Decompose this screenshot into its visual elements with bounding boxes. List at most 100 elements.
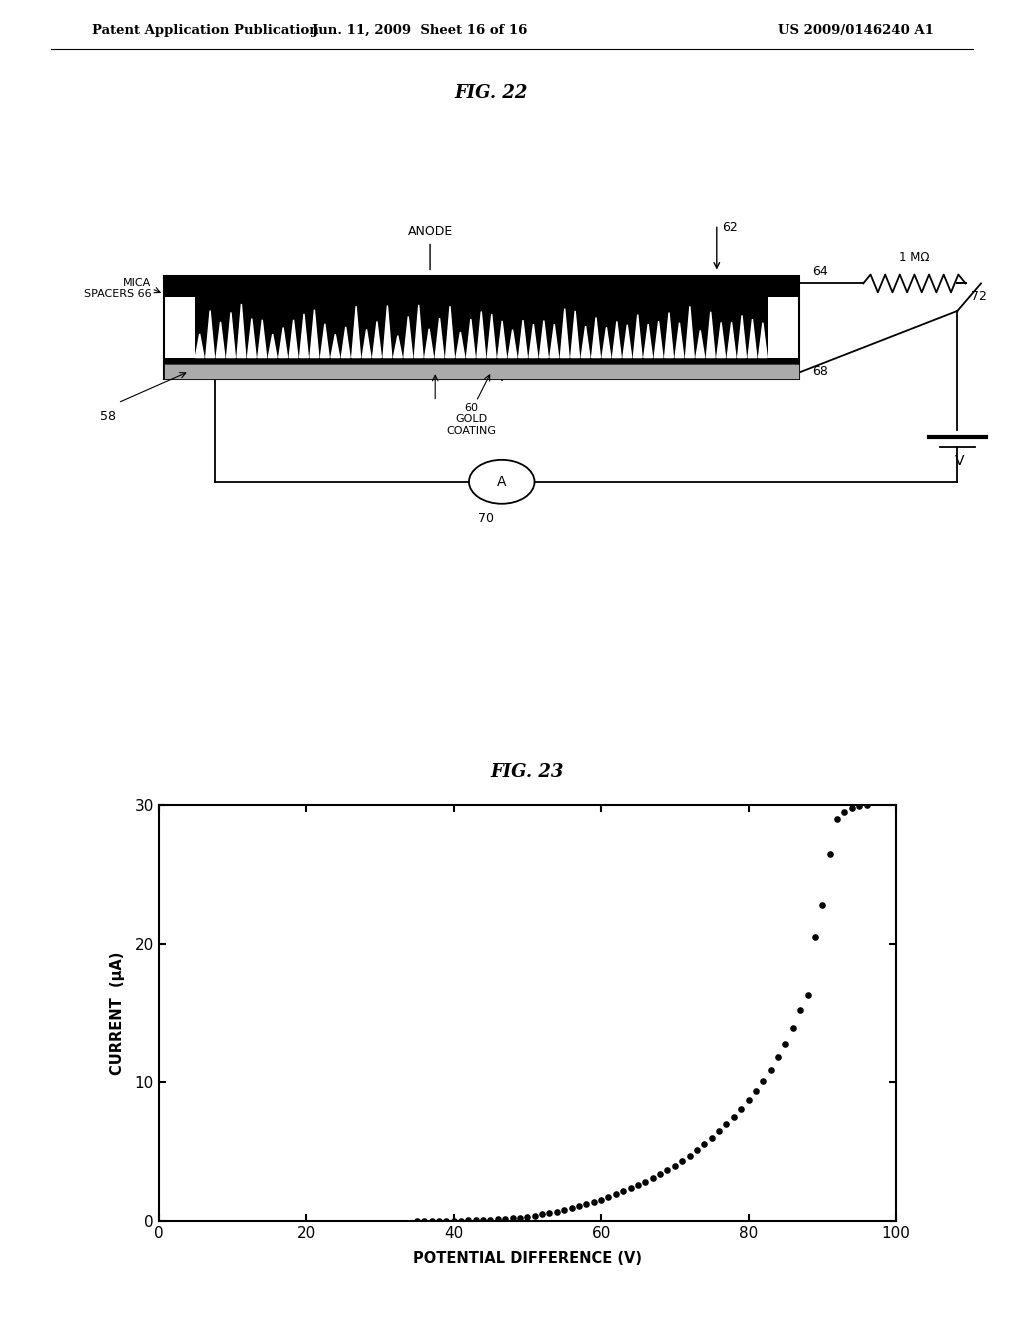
Point bbox=[659, 1159, 676, 1180]
Point bbox=[549, 1201, 565, 1222]
Polygon shape bbox=[540, 321, 548, 358]
Text: 62: 62 bbox=[722, 220, 737, 234]
Polygon shape bbox=[707, 312, 715, 358]
Polygon shape bbox=[602, 327, 610, 358]
Point bbox=[600, 1187, 616, 1208]
Text: FIG. 22: FIG. 22 bbox=[455, 83, 528, 102]
Polygon shape bbox=[518, 321, 527, 358]
Point bbox=[489, 1209, 506, 1230]
Polygon shape bbox=[456, 333, 465, 358]
Point bbox=[519, 1206, 536, 1228]
Polygon shape bbox=[403, 317, 413, 358]
Polygon shape bbox=[487, 314, 496, 358]
X-axis label: POTENTIAL DIFFERENCE (V): POTENTIAL DIFFERENCE (V) bbox=[413, 1250, 642, 1266]
Point bbox=[777, 1034, 794, 1055]
Bar bbox=[164, 358, 799, 364]
Polygon shape bbox=[341, 327, 350, 358]
Polygon shape bbox=[196, 334, 204, 358]
Point bbox=[423, 1210, 439, 1232]
Point bbox=[586, 1192, 602, 1213]
Polygon shape bbox=[623, 325, 632, 358]
Polygon shape bbox=[654, 321, 663, 358]
Polygon shape bbox=[612, 321, 622, 358]
Point bbox=[637, 1171, 653, 1192]
Point bbox=[718, 1114, 734, 1135]
Point bbox=[497, 1208, 513, 1229]
Point bbox=[711, 1121, 727, 1142]
Bar bbox=[164, 276, 799, 379]
Point bbox=[837, 801, 853, 822]
Polygon shape bbox=[570, 312, 580, 358]
Point bbox=[807, 927, 823, 948]
Point bbox=[453, 1210, 469, 1232]
Point bbox=[593, 1189, 609, 1210]
Point bbox=[763, 1060, 779, 1081]
Polygon shape bbox=[300, 314, 308, 358]
Polygon shape bbox=[216, 322, 225, 358]
Point bbox=[630, 1175, 646, 1196]
Polygon shape bbox=[665, 313, 674, 358]
Polygon shape bbox=[362, 329, 371, 358]
Polygon shape bbox=[435, 318, 444, 358]
Polygon shape bbox=[675, 322, 684, 358]
Point bbox=[534, 1204, 550, 1225]
Polygon shape bbox=[737, 315, 746, 358]
Point bbox=[579, 1193, 595, 1214]
Polygon shape bbox=[582, 326, 590, 358]
Point bbox=[674, 1150, 690, 1171]
Text: 72: 72 bbox=[971, 290, 987, 304]
Polygon shape bbox=[529, 323, 538, 358]
Text: Jun. 11, 2009  Sheet 16 of 16: Jun. 11, 2009 Sheet 16 of 16 bbox=[312, 24, 527, 37]
Polygon shape bbox=[644, 325, 652, 358]
Point bbox=[667, 1155, 683, 1176]
Point bbox=[755, 1071, 771, 1092]
Polygon shape bbox=[685, 306, 694, 358]
Text: FIG. 23: FIG. 23 bbox=[490, 763, 564, 781]
Point bbox=[468, 1209, 484, 1230]
Polygon shape bbox=[279, 327, 288, 358]
Y-axis label: CURRENT  (μA): CURRENT (μA) bbox=[110, 952, 125, 1074]
Polygon shape bbox=[393, 335, 402, 358]
Text: 70: 70 bbox=[478, 512, 495, 525]
Polygon shape bbox=[749, 319, 757, 358]
Point bbox=[821, 843, 838, 865]
Text: Patent Application Publication: Patent Application Publication bbox=[92, 24, 318, 37]
Polygon shape bbox=[477, 312, 485, 358]
Polygon shape bbox=[383, 305, 392, 358]
Polygon shape bbox=[289, 319, 298, 358]
Point bbox=[475, 1209, 492, 1230]
Polygon shape bbox=[633, 314, 642, 358]
Text: 60
GOLD
COATING: 60 GOLD COATING bbox=[446, 403, 496, 436]
Bar bbox=[164, 276, 799, 290]
Polygon shape bbox=[445, 306, 455, 358]
Text: 58: 58 bbox=[99, 409, 116, 422]
Point bbox=[416, 1210, 432, 1232]
Point bbox=[438, 1210, 455, 1232]
Point bbox=[431, 1210, 447, 1232]
Point bbox=[526, 1205, 543, 1226]
Point bbox=[858, 795, 874, 816]
Point bbox=[784, 1018, 801, 1039]
Text: ANODE: ANODE bbox=[408, 226, 453, 238]
Point bbox=[800, 985, 816, 1006]
Text: 1 MΩ: 1 MΩ bbox=[899, 251, 930, 264]
Polygon shape bbox=[237, 304, 246, 358]
Polygon shape bbox=[373, 321, 381, 358]
Point bbox=[644, 1167, 660, 1188]
Point bbox=[740, 1089, 757, 1110]
Point bbox=[445, 1210, 462, 1232]
Point bbox=[607, 1184, 624, 1205]
Point bbox=[814, 895, 830, 916]
Point bbox=[792, 999, 808, 1020]
Point bbox=[505, 1208, 521, 1229]
Point bbox=[726, 1106, 742, 1127]
Text: US 2009/0146240 A1: US 2009/0146240 A1 bbox=[778, 24, 934, 37]
Point bbox=[696, 1134, 713, 1155]
Point bbox=[681, 1144, 697, 1166]
Point bbox=[556, 1200, 572, 1221]
Polygon shape bbox=[321, 323, 330, 358]
Point bbox=[733, 1098, 750, 1119]
Polygon shape bbox=[352, 306, 360, 358]
Polygon shape bbox=[268, 334, 278, 358]
Point bbox=[409, 1210, 425, 1232]
